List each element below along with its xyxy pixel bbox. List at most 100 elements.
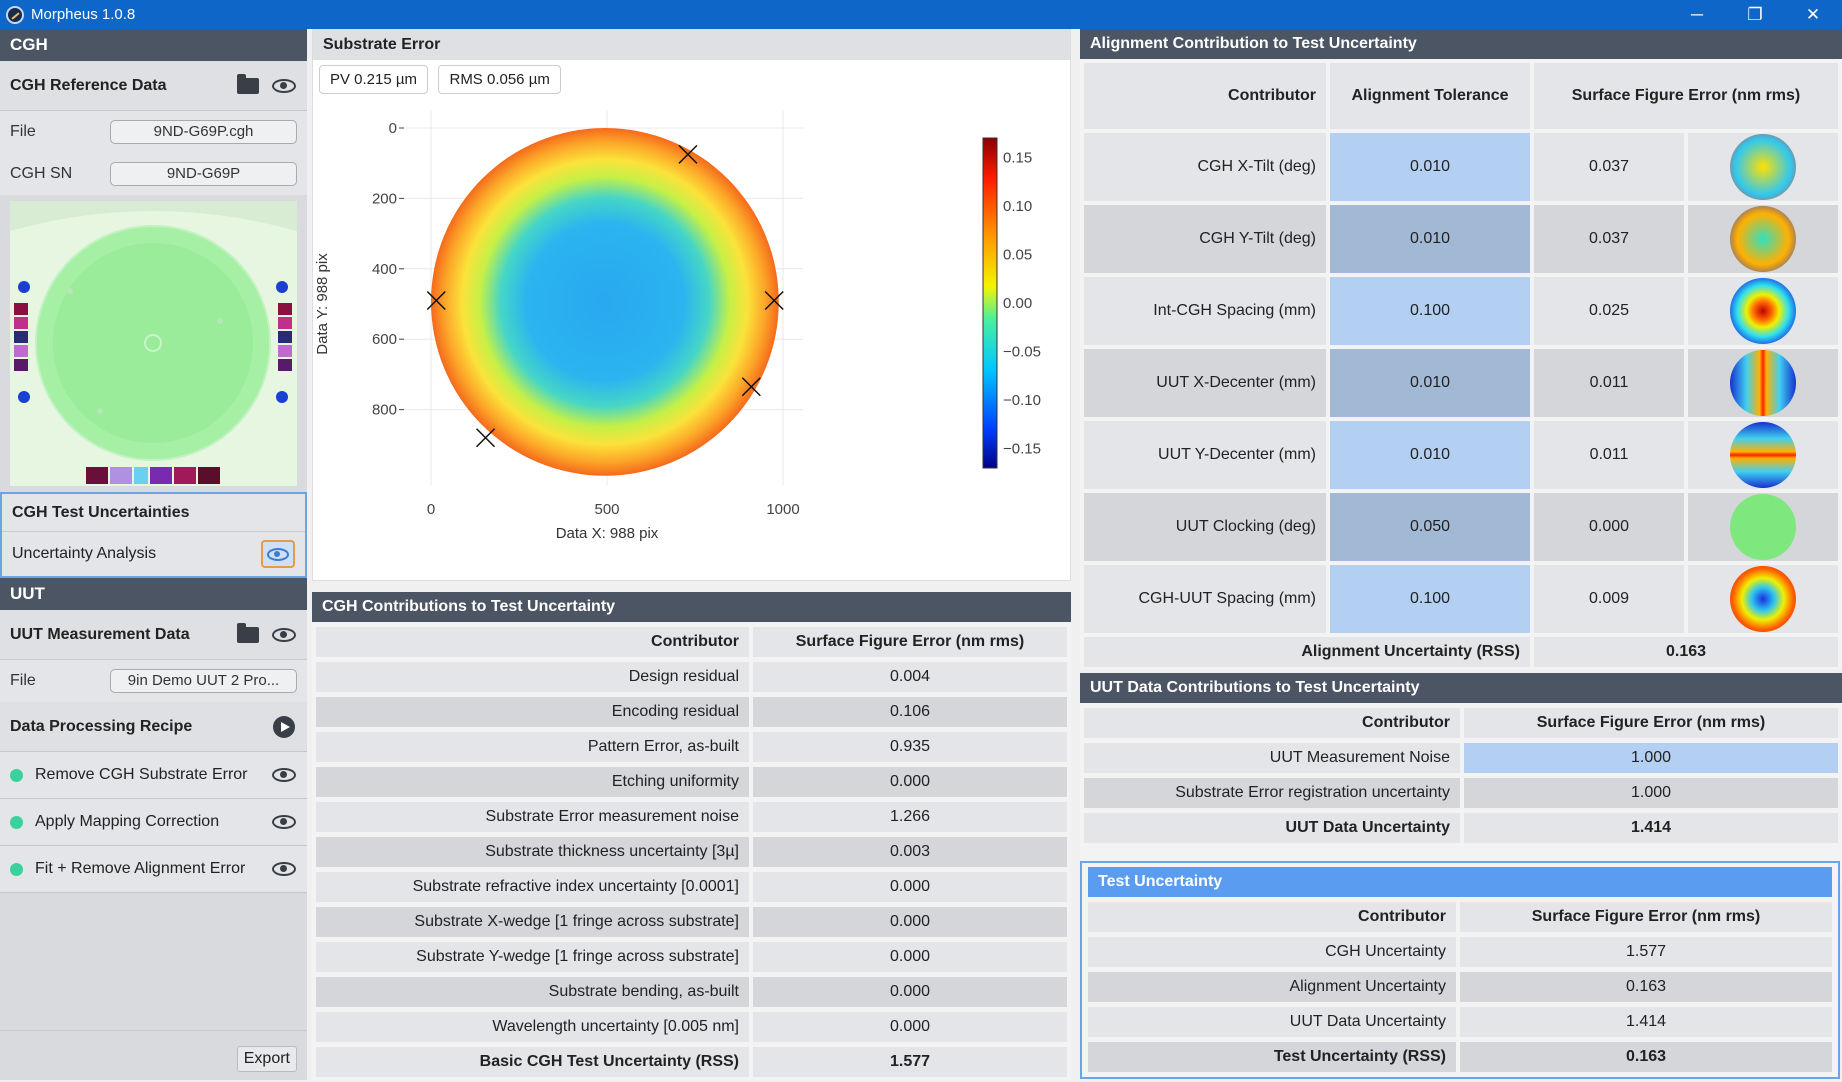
- tolerance-value-cell[interactable]: 0.100: [1330, 565, 1530, 633]
- substrate-map-disk: [431, 128, 779, 476]
- colorbar-tick-label: 0.10: [1003, 198, 1032, 215]
- uut-section-header: UUT: [0, 578, 307, 610]
- cgh-reference-data-header: CGH Reference Data: [0, 61, 307, 111]
- tolerance-value-cell[interactable]: 0.010: [1330, 205, 1530, 273]
- uncertainty-analysis-row[interactable]: Uncertainty Analysis: [2, 532, 305, 576]
- total-value: 0.163: [1534, 637, 1838, 667]
- tolerance-value-cell[interactable]: 0.010: [1330, 133, 1530, 201]
- view-uut-eye-icon[interactable]: [271, 625, 297, 645]
- table-row: Substrate thickness uncertainty [3µ] 0.00…: [316, 837, 1067, 867]
- view-cgh-eye-icon[interactable]: [271, 76, 297, 96]
- sfe-value-cell: 0.011: [1534, 349, 1684, 417]
- open-uut-folder-icon[interactable]: [235, 622, 261, 645]
- tolerance-value-cell[interactable]: 0.050: [1330, 493, 1530, 561]
- tolerance-value-cell[interactable]: 0.010: [1330, 421, 1530, 489]
- tolerance-value-cell[interactable]: 0.010: [1330, 349, 1530, 417]
- step-eye-icon[interactable]: [271, 812, 297, 832]
- data-processing-recipe-header: Data Processing Recipe: [0, 702, 307, 752]
- aberration-map-icon: [1730, 134, 1796, 200]
- run-recipe-play-icon[interactable]: [271, 715, 297, 738]
- cgh-sn-label: CGH SN: [10, 165, 73, 182]
- uut-data-table: Contributor Surface Figure Error (nm rms…: [1080, 703, 1842, 848]
- uut-file-field[interactable]: 9in Demo UUT 2 Pro...: [110, 669, 297, 693]
- recipe-step[interactable]: Remove CGH Substrate Error: [0, 752, 307, 799]
- col-header-contributor: Contributor: [316, 627, 749, 657]
- cgh-pattern-thumbnail: [10, 201, 297, 486]
- table-row: Alignment Uncertainty 0.163: [1088, 972, 1832, 1002]
- close-button[interactable]: ✕: [1805, 4, 1821, 24]
- total-row: Test Uncertainty (RSS) 0.163: [1088, 1042, 1832, 1072]
- col-header-tolerance: Alignment Tolerance: [1330, 63, 1530, 129]
- data-processing-recipe-title: Data Processing Recipe: [10, 717, 193, 735]
- table-row: Int-CGH Spacing (mm) 0.100 0.025: [1084, 277, 1838, 345]
- export-button[interactable]: Export: [236, 1046, 297, 1072]
- tolerance-value-cell[interactable]: 0.100: [1330, 277, 1530, 345]
- cgh-file-label: File: [10, 123, 36, 140]
- table-row: CGH Y-Tilt (deg) 0.010 0.037: [1084, 205, 1838, 273]
- aberration-map-icon: [1730, 350, 1796, 416]
- uncertainty-analysis-label: Uncertainty Analysis: [12, 545, 157, 562]
- recipe-step[interactable]: Fit + Remove Alignment Error: [0, 846, 307, 893]
- table-row: CGH X-Tilt (deg) 0.010 0.037: [1084, 133, 1838, 201]
- sfe-value-cell: 0.037: [1534, 205, 1684, 273]
- sfe-value-cell: 0.163: [1460, 972, 1832, 1002]
- col-header-contributor: Contributor: [1088, 902, 1456, 932]
- contributor-cell: Etching uniformity: [316, 767, 749, 797]
- y-tick-label: 0: [389, 120, 397, 137]
- col-header-sfe: Surface Figure Error (nm rms): [1534, 63, 1838, 129]
- colorbar: [982, 137, 998, 469]
- colorbar-tick-label: −0.05: [1003, 344, 1041, 361]
- contributor-cell: Substrate X-wedge [1 fringe across subst…: [316, 907, 749, 937]
- uut-data-title: UUT Data Contributions to Test Uncertain…: [1080, 673, 1842, 703]
- aberration-map-cell: [1688, 493, 1838, 561]
- sfe-value-cell: 0.037: [1534, 133, 1684, 201]
- col-header-sfe: Surface Figure Error (nm rms): [753, 627, 1067, 657]
- uut-measurement-data-title: UUT Measurement Data: [10, 625, 190, 643]
- table-row: UUT X-Decenter (mm) 0.010 0.011: [1084, 349, 1838, 417]
- table-row: Substrate bending, as-built 0.000: [316, 977, 1067, 1007]
- table-row: Design residual 0.004: [316, 662, 1067, 692]
- cgh-file-field[interactable]: 9ND-G69P.cgh: [110, 120, 297, 144]
- sfe-value-cell: 0.009: [1534, 565, 1684, 633]
- cgh-sn-row: CGH SN 9ND-G69P: [0, 153, 307, 195]
- sfe-value-cell[interactable]: 1.000: [1464, 743, 1838, 773]
- uncertainty-analysis-eye-icon[interactable]: [261, 540, 295, 568]
- contributor-cell: Int-CGH Spacing (mm): [1084, 277, 1326, 345]
- colorbar-tick-label: 0.05: [1003, 246, 1032, 263]
- contributor-cell: Substrate Error measurement noise: [316, 802, 749, 832]
- table-row: CGH Uncertainty 1.577: [1088, 937, 1832, 967]
- fiducial-marker: [678, 144, 698, 164]
- contributor-cell: Substrate thickness uncertainty [3µ]: [316, 837, 749, 867]
- table-row: Substrate refractive index uncertainty […: [316, 872, 1067, 902]
- app-logo-icon: [6, 5, 24, 24]
- cgh-contributions-table: Contributor Surface Figure Error (nm rms…: [312, 622, 1071, 1082]
- cgh-test-uncertainties-title: CGH Test Uncertainties: [12, 503, 190, 521]
- test-uncertainty-title: Test Uncertainty: [1088, 867, 1832, 897]
- contributor-cell: Substrate Error registration uncertainty: [1084, 778, 1460, 808]
- minimize-button[interactable]: ─: [1690, 4, 1704, 24]
- step-status-dot-icon: [10, 862, 23, 876]
- substrate-error-heatmap[interactable]: 0 500 1000 0 200 400 600 800 Data X: 988 pix D…: [313, 100, 1070, 580]
- restore-button[interactable]: ❐: [1747, 4, 1763, 24]
- sfe-value-cell: 0.000: [753, 767, 1067, 797]
- fiducial-marker: [741, 377, 761, 397]
- total-row: Alignment Uncertainty (RSS) 0.163: [1084, 637, 1838, 667]
- x-tick-label: 0: [427, 501, 435, 518]
- y-tick-label: 200: [372, 190, 397, 207]
- alignment-panel: Alignment Contribution to Test Uncertain…: [1080, 29, 1842, 669]
- uut-file-row: File 9in Demo UUT 2 Pro...: [0, 660, 307, 702]
- sfe-value-cell: 0.000: [753, 1012, 1067, 1042]
- open-cgh-folder-icon[interactable]: [235, 73, 261, 96]
- contributor-cell: CGH-UUT Spacing (mm): [1084, 565, 1326, 633]
- contributor-cell: Pattern Error, as-built: [316, 732, 749, 762]
- contributor-cell: Substrate bending, as-built: [316, 977, 749, 1007]
- cgh-sn-field[interactable]: 9ND-G69P: [110, 162, 297, 186]
- alignment-title: Alignment Contribution to Test Uncertain…: [1080, 29, 1842, 59]
- y-tick-label: 400: [372, 261, 397, 278]
- recipe-step[interactable]: Apply Mapping Correction: [0, 799, 307, 846]
- sfe-value-cell: 1.266: [753, 802, 1067, 832]
- cgh-file-row: File 9ND-G69P.cgh: [0, 111, 307, 153]
- pv-badge: PV 0.215 µm: [319, 65, 429, 94]
- step-eye-icon[interactable]: [271, 859, 297, 879]
- step-eye-icon[interactable]: [271, 765, 297, 785]
